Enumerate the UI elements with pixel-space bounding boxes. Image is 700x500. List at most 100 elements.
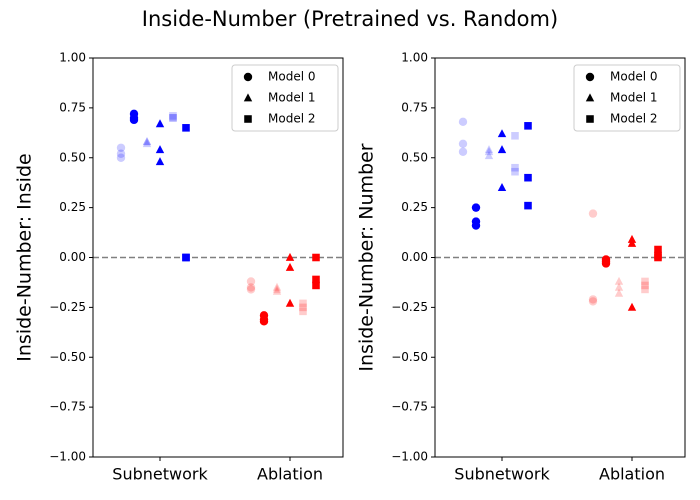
random-point	[511, 132, 519, 140]
y-tick-label: −0.75	[391, 400, 428, 414]
random-point	[458, 147, 468, 156]
y-tick-label: 0.00	[401, 250, 428, 264]
y-tick-label: 0.25	[59, 200, 86, 214]
random-point	[272, 282, 282, 291]
y-tick-label: 0.50	[59, 150, 86, 164]
legend-label: Model 0	[268, 70, 315, 84]
y-tick-label: 0.50	[401, 150, 428, 164]
random-point	[458, 139, 468, 148]
random-point	[142, 137, 152, 146]
axes-frame	[92, 57, 344, 458]
random-point	[511, 167, 519, 176]
legend-marker	[243, 72, 253, 82]
legend-marker	[586, 115, 594, 123]
legend-box	[231, 64, 339, 132]
pretrained-point	[129, 115, 139, 125]
random-point	[116, 143, 126, 152]
pretrained-point	[155, 119, 165, 128]
y-tick-label: −1.00	[49, 450, 86, 464]
pretrained-point	[654, 245, 662, 254]
y-tick-label: 0.75	[59, 100, 86, 114]
x-tick-label: Ablation	[257, 465, 323, 484]
y-tick-label: 0.75	[401, 100, 428, 114]
pretrained-point	[497, 183, 507, 192]
random-point	[299, 307, 307, 316]
pretrained-point	[497, 129, 507, 138]
legend-marker	[585, 93, 595, 102]
random-point	[614, 288, 624, 297]
random-point	[299, 303, 307, 312]
y-axis-label: Inside-Number: Inside	[14, 153, 36, 361]
y-tick-label: −0.25	[391, 300, 428, 314]
pretrained-point	[312, 275, 320, 284]
x-tick-label: Ablation	[599, 465, 665, 484]
y-tick-label: −0.50	[49, 350, 86, 364]
pretrained-point	[285, 298, 295, 307]
y-tick-label: 0.25	[401, 200, 428, 214]
random-point	[116, 149, 126, 158]
legend-label: Model 1	[610, 91, 657, 105]
x-tick-label: Subnetwork	[454, 465, 550, 484]
random-point	[588, 209, 598, 218]
pretrained-point	[312, 281, 320, 290]
pretrained-point	[182, 124, 190, 132]
y-tick-label: 1.00	[59, 51, 86, 65]
legend-label: Model 1	[268, 91, 315, 105]
random-point	[614, 282, 624, 291]
pretrained-point	[471, 221, 481, 230]
random-point	[142, 139, 152, 148]
random-point	[169, 114, 177, 122]
y-tick-label: −1.00	[391, 450, 428, 464]
pretrained-point	[471, 203, 481, 212]
random-point	[588, 295, 598, 304]
y-axis-label: Inside-Number: Number	[356, 143, 378, 371]
pretrained-point	[285, 262, 295, 271]
axes-frame	[434, 57, 686, 458]
random-point	[246, 285, 256, 294]
random-point	[588, 297, 598, 306]
pretrained-point	[524, 201, 532, 210]
legend-label: Model 0	[610, 70, 657, 84]
legend-marker	[244, 115, 252, 123]
pretrained-point	[524, 122, 532, 130]
random-point	[169, 112, 177, 120]
random-point	[641, 285, 649, 294]
y-tick-label: 1.00	[401, 51, 428, 65]
y-tick-label: 0.00	[59, 250, 86, 264]
legend-label: Model 2	[610, 112, 657, 126]
pretrained-point	[155, 157, 165, 166]
x-tick-label: Subnetwork	[112, 465, 208, 484]
random-point	[641, 277, 649, 286]
random-point	[641, 281, 649, 290]
pretrained-point	[627, 238, 637, 247]
figure-title: Inside-Number (Pretrained vs. Random)	[142, 7, 558, 31]
pretrained-point	[285, 252, 295, 261]
random-point	[246, 277, 256, 286]
random-point	[116, 153, 126, 162]
random-point	[272, 286, 282, 295]
y-tick-label: −0.50	[391, 350, 428, 364]
y-tick-label: −0.75	[49, 400, 86, 414]
random-point	[484, 145, 494, 154]
pretrained-point	[259, 317, 269, 326]
pretrained-point	[654, 253, 662, 262]
legend-marker	[243, 93, 253, 102]
random-point	[458, 117, 468, 127]
y-tick-label: −0.25	[49, 300, 86, 314]
random-point	[484, 151, 494, 160]
random-point	[511, 163, 519, 172]
legend-box	[573, 64, 681, 132]
random-point	[484, 147, 494, 156]
pretrained-point	[312, 253, 320, 262]
random-point	[272, 284, 282, 293]
pretrained-point	[601, 259, 611, 268]
random-point	[142, 137, 152, 146]
pretrained-point	[182, 253, 190, 262]
pretrained-point	[627, 302, 637, 311]
random-point	[299, 299, 307, 308]
random-point	[246, 283, 256, 292]
legend-marker	[585, 72, 595, 82]
pretrained-point	[524, 173, 532, 182]
pretrained-point	[155, 145, 165, 154]
